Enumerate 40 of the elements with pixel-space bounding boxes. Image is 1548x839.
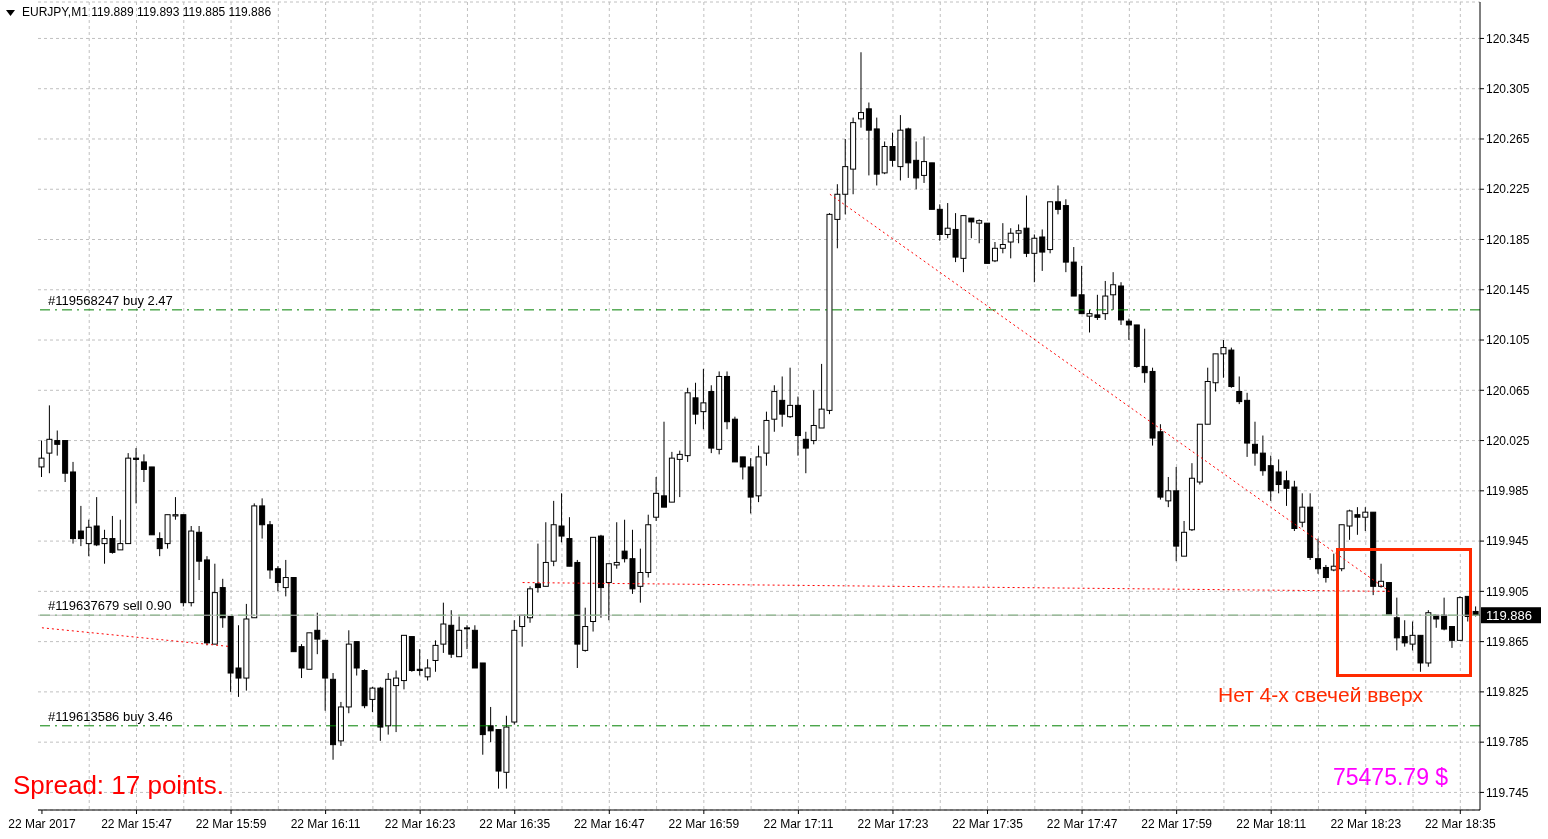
y-tick-label: 119.825 <box>1486 685 1529 700</box>
y-tick-label: 119.985 <box>1486 484 1529 499</box>
x-tick-label: 22 Mar 16:59 <box>668 817 740 831</box>
y-tick-label: 120.225 <box>1486 182 1530 197</box>
y-tick-label: 120.185 <box>1486 232 1530 247</box>
x-tick-label: 22 Mar 16:23 <box>384 817 456 831</box>
y-tick-label: 120.305 <box>1486 81 1530 96</box>
x-tick-label: 22 Mar 16:35 <box>479 817 551 831</box>
x-tick-label: 22 Mar 16:11 <box>290 817 361 831</box>
y-tick-label: 119.865 <box>1486 634 1529 649</box>
annotation: Spread: 17 points. <box>13 770 225 801</box>
ref-line-label: 119.886 <box>1486 608 1533 624</box>
y-tick-label: 119.785 <box>1486 735 1529 750</box>
y-tick-label: 119.905 <box>1486 584 1529 599</box>
x-tick-label: 22 Mar 15:47 <box>101 817 173 831</box>
ref-line-label: #119637679 sell 0.90 <box>48 598 172 614</box>
y-tick-label: 120.265 <box>1486 132 1530 147</box>
x-tick-label: 22 Mar 18:23 <box>1330 817 1402 831</box>
x-tick-label: 22 Mar 17:11 <box>763 817 834 831</box>
y-tick-label: 119.945 <box>1486 534 1529 549</box>
ref-line-label: #119613586 buy 3.46 <box>48 708 173 724</box>
ref-line-label: #119568247 buy 2.47 <box>48 292 173 308</box>
x-tick-label: 22 Mar 17:35 <box>952 817 1024 831</box>
x-tick-label: 22 Mar 2017 <box>8 817 76 831</box>
y-tick-label: 119.745 <box>1486 785 1529 800</box>
y-tick-label: 120.145 <box>1486 283 1530 298</box>
y-tick-label: 120.025 <box>1486 433 1530 448</box>
x-tick-label: 22 Mar 15:59 <box>195 817 267 831</box>
y-tick-label: 120.065 <box>1486 383 1530 398</box>
x-tick-label: 22 Mar 17:47 <box>1046 817 1118 831</box>
x-tick-label: 22 Mar 17:23 <box>857 817 929 831</box>
annotation: Нет 4-х свечей вверх <box>1218 683 1423 707</box>
y-tick-label: 120.105 <box>1486 333 1530 348</box>
x-tick-label: 22 Mar 17:59 <box>1141 817 1213 831</box>
chart-title: EURJPY,M1 119.889 119.893 119.885 119.886 <box>22 5 272 19</box>
annotation: 75475.79 $ <box>1333 764 1449 791</box>
x-tick-label: 22 Mar 18:35 <box>1424 817 1496 831</box>
y-tick-label: 120.345 <box>1486 31 1530 46</box>
x-tick-label: 22 Mar 16:47 <box>573 817 645 831</box>
x-tick-label: 22 Mar 18:11 <box>1236 817 1307 831</box>
